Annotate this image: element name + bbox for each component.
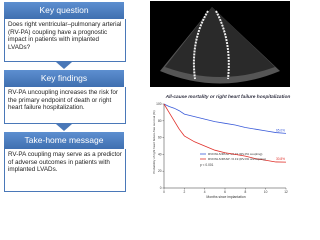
- section-text: Does right ventricular–pulmonary arteria…: [4, 19, 126, 62]
- x-tick-label: 8: [244, 190, 246, 194]
- section-text: RV-PA coupling may serve as a predictor …: [4, 149, 126, 192]
- strain-trace: [192, 10, 209, 80]
- x-tick-label: 10: [264, 190, 268, 194]
- x-tick-label: 6: [224, 190, 226, 194]
- arrow: [56, 62, 72, 69]
- x-tick-label: 12: [284, 190, 288, 194]
- section-heading: Key question: [4, 2, 124, 19]
- survival-curve: [163, 103, 287, 163]
- arrow: [56, 124, 72, 131]
- y-tick-label: 40: [158, 152, 162, 156]
- section-text: RV-PA uncoupling increases the risk for …: [4, 87, 126, 124]
- y-tick-label: 0: [160, 186, 162, 190]
- strain-trace: [215, 10, 230, 80]
- value-label: 65.0%: [276, 128, 285, 132]
- echo-cavity: [165, 7, 275, 77]
- section-heading: Take-home message: [4, 132, 124, 149]
- annotation: p < 0.001: [200, 163, 214, 167]
- y-axis-label: Probability of right heart failure-free …: [152, 110, 156, 173]
- y-tick-label: 20: [158, 169, 162, 173]
- x-tick-label: 0: [163, 190, 165, 194]
- legend-label: RVFWLS/PASP <0.19 (RV-PA uncoupling): [208, 157, 266, 161]
- survival-curve: [163, 103, 287, 134]
- x-tick-label: 2: [183, 190, 185, 194]
- x-axis-label: Months since implantation: [206, 195, 245, 199]
- y-tick-label: 80: [158, 119, 162, 123]
- x-tick-label: 4: [204, 190, 206, 194]
- y-tick-label: 60: [158, 136, 162, 140]
- page: Key question Does right ventricular–pulm…: [4, 1, 291, 199]
- chart-title: All-cause mortality or right heart failu…: [165, 94, 291, 100]
- y-tick-label: 100: [156, 102, 162, 106]
- value-label: 30.8%: [276, 157, 285, 161]
- km-chart: All-cause mortality or right heart failu…: [152, 94, 291, 199]
- echo-image: [150, 1, 290, 87]
- section-heading: Key findings: [4, 70, 124, 87]
